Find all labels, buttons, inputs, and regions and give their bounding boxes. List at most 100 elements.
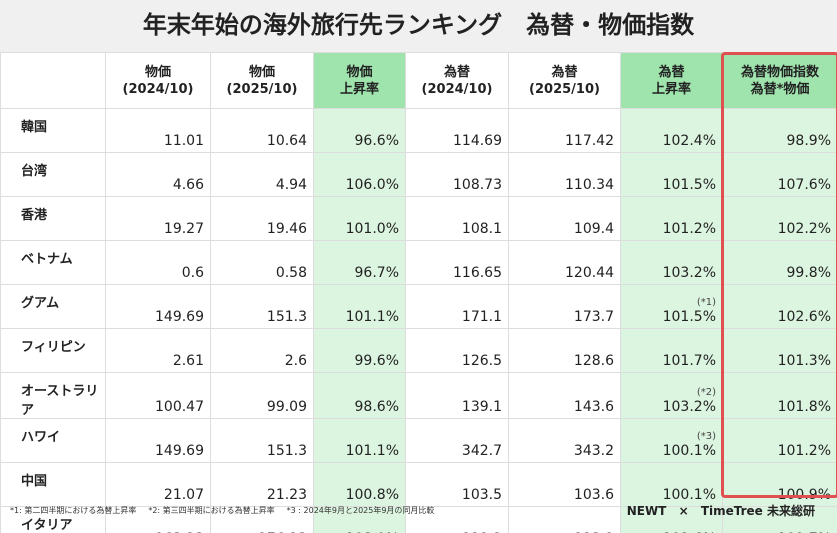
footer-note: *2: 第三四半期における為替上昇率: [148, 506, 275, 515]
cell-value: 121.2: [462, 531, 502, 533]
cell: 123.1: [508, 506, 621, 533]
header-row: 物価 (2024/10) 物価 (2025/10) 物価 上昇率 為替 (2024/1…: [0, 52, 837, 109]
cell: 0.58: [210, 240, 314, 285]
cell-value: 2.6: [284, 353, 307, 369]
cell: 120.44: [508, 240, 621, 285]
cell-value: 143.6: [573, 399, 614, 415]
cell: 19.46: [210, 196, 314, 241]
cell: (*3) 100.1%: [620, 418, 723, 463]
cell: 176.23: [210, 506, 314, 533]
cell: 100.8%: [313, 462, 406, 507]
cell-value: 151.3: [266, 443, 307, 459]
cell-value: 96.6%: [354, 133, 399, 149]
row: フィリピン 2.61 2.6 99.6% 126.5 128.6 101.7% 101.3%: [0, 328, 837, 373]
row: 台湾 4.66 4.94 106.0% 108.73 110.34 101.5% 107.6%: [0, 152, 837, 197]
cell: 114.69: [405, 108, 509, 153]
cell-value: 99.09: [266, 399, 307, 415]
table: 物価 (2024/10) 物価 (2025/10) 物価 上昇率 為替 (2024/1…: [0, 52, 837, 533]
cell: 343.2: [508, 418, 621, 463]
logo-times: ×: [678, 504, 689, 518]
cell: 96.6%: [313, 108, 406, 153]
cell-value: 149.69: [155, 309, 204, 325]
cell: 99.6%: [313, 328, 406, 373]
row-label: イタリア: [0, 506, 106, 533]
row-label: 香港: [0, 196, 106, 241]
cell: 110.34: [508, 152, 621, 197]
cell: 101.1%: [313, 418, 406, 463]
cell: 102.2%: [722, 196, 837, 241]
cell: 98.9%: [722, 108, 837, 153]
cell: 99.8%: [722, 240, 837, 285]
cell: 171.1: [405, 284, 509, 329]
cell-value: 117.42: [565, 133, 614, 149]
title: 年末年始の海外旅行先ランキング 為替・物価指数: [142, 11, 695, 39]
cell-value: 0.58: [275, 265, 307, 281]
cell-value: 139.1: [461, 399, 502, 415]
footer-note: *3 : 2024年9月と2025年9月の同月比較: [286, 506, 435, 515]
cell: 101.2%: [620, 196, 723, 241]
cell: 108.0%: [313, 506, 406, 533]
cell: 11.01: [105, 108, 211, 153]
row-label: オーストラリア: [0, 372, 106, 419]
cell: 2.61: [105, 328, 211, 373]
cell: 101.1%: [313, 284, 406, 329]
cell: (*2) 103.2%: [620, 372, 723, 419]
cell: 126.5: [405, 328, 509, 373]
cell: 163.23: [105, 506, 211, 533]
cell: 106.0%: [313, 152, 406, 197]
cell: 116.65: [405, 240, 509, 285]
cell: 96.7%: [313, 240, 406, 285]
cell: 102.4%: [620, 108, 723, 153]
cell-value: 99.6%: [354, 353, 399, 369]
cell-value: 103.5: [461, 487, 502, 503]
cell: 151.3: [210, 284, 314, 329]
cell: 149.69: [105, 418, 211, 463]
cell-value: 0.6: [181, 265, 204, 281]
row: グアム 149.69 151.3 101.1% 171.1 173.7 (*1) 101.5%…: [0, 284, 837, 329]
cell-value: 101.0%: [345, 221, 399, 237]
cell-value: 11.01: [163, 133, 204, 149]
cell-value: 173.7: [573, 309, 614, 325]
cell-value: 120.44: [565, 265, 614, 281]
highlight-box: [721, 52, 837, 498]
cell-value: 101.2%: [777, 443, 831, 459]
row: ベトナム 0.6 0.58 96.7% 116.65 120.44 103.2% 99.8%: [0, 240, 837, 285]
cell: 101.7%: [620, 328, 723, 373]
cell: 139.1: [405, 372, 509, 419]
row: ハワイ 149.69 151.3 101.1% 342.7 343.2 (*3) 100.1%…: [0, 418, 837, 463]
column-header: 為替 (2024/10): [405, 52, 509, 109]
cell-note: (*1): [696, 297, 716, 308]
row-label: グアム: [0, 284, 106, 329]
cell: 121.2: [405, 506, 509, 533]
cell-value: 100.1%: [662, 443, 716, 459]
cell-value: 96.7%: [354, 265, 399, 281]
column-header: 物価 (2025/10): [210, 52, 314, 109]
cell: 0.6: [105, 240, 211, 285]
row-label: ベトナム: [0, 240, 106, 285]
cell: 101.6%: [620, 506, 723, 533]
cell-value: 103.6: [573, 487, 614, 503]
cell-value: 343.2: [573, 443, 614, 459]
cell: 4.94: [210, 152, 314, 197]
row-label: 中国: [0, 462, 106, 507]
column-header: 為替 (2025/10): [508, 52, 621, 109]
row: 中国 21.07 21.23 100.8% 103.5 103.6 100.1% 100.9%: [0, 462, 837, 507]
cell: 100.9%: [722, 462, 837, 507]
logo-newt: NEWT: [626, 504, 667, 518]
cell-value: 108.1: [461, 221, 502, 237]
cell: 101.5%: [620, 152, 723, 197]
cell: 103.2%: [620, 240, 723, 285]
column-header: 為替 上昇率: [620, 52, 723, 109]
cell: 99.09: [210, 372, 314, 419]
row: オーストラリア 100.47 99.09 98.6% 139.1 143.6 (*2) 103…: [0, 372, 837, 419]
cell-value: 176.23: [258, 531, 307, 533]
cell-value: 101.2%: [662, 221, 716, 237]
column-header: 為替物価指数 為替*物価: [722, 52, 837, 109]
cell: 342.7: [405, 418, 509, 463]
cell-value: 128.6: [573, 353, 614, 369]
cell: 101.0%: [313, 196, 406, 241]
cell: (*1) 101.5%: [620, 284, 723, 329]
cell-value: 123.1: [574, 531, 614, 533]
cell-value: 102.6%: [777, 309, 831, 325]
cell-value: 19.46: [266, 221, 307, 237]
